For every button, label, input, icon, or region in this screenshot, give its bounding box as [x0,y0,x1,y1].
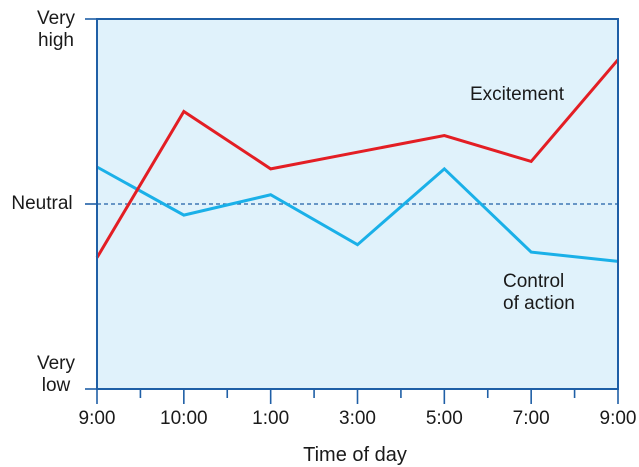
x-tick-label: 9:00 [599,408,637,429]
y-tick-label-very-low-line1: Very [36,353,76,374]
series-label-excitement: Excitement [470,84,564,105]
series-label-control-line1: Control [503,271,565,292]
tick-layer [85,18,619,404]
x-tick-label: 10:00 [160,408,208,429]
y-tick-label-very-high: Very high [30,8,82,52]
series-layer [95,58,620,263]
y-tick-label-very-high-line1: Very [36,8,76,29]
y-tick-label-very-high-line2: high [38,30,74,51]
y-tick-label-neutral: Neutral [11,193,73,214]
y-tick-label-very-low-line2: low [41,375,71,396]
x-tick-label: 3:00 [339,408,376,429]
x-tick-label: 5:00 [425,408,463,429]
series-line-control-of-action [96,165,619,263]
series-line-excitement [95,58,620,259]
x-axis-label: Time of day [303,444,407,466]
series-label-control-of-action: Control of action [503,271,575,315]
series-label-control-line2: of action [503,293,575,314]
y-tick-label-very-low: Very low [30,353,82,397]
x-tick-label: 9:00 [78,408,116,429]
x-tick-label: 1:00 [252,408,290,429]
x-tick-label: 7:00 [512,408,550,429]
